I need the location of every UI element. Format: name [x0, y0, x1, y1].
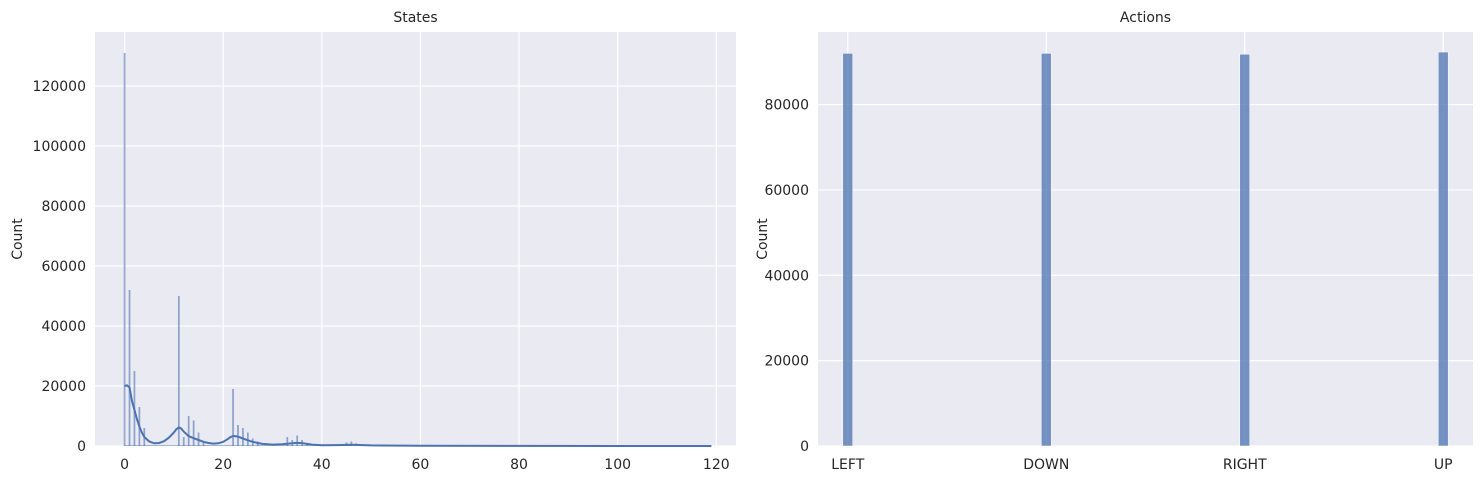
states-histogram-bar: [192, 420, 195, 446]
actions-bar: [1438, 51, 1449, 447]
states-histogram-bar: [237, 425, 239, 446]
states-grid: [95, 32, 736, 447]
states-plot-area: [95, 32, 736, 446]
states-histogram-bar: [296, 435, 299, 446]
states-y-tick-label: 20000: [41, 379, 86, 395]
actions-title: Actions: [1120, 10, 1171, 26]
actions-x-tick-label: UP: [1434, 457, 1453, 473]
actions-bar: [842, 53, 853, 447]
states-x-tick-label: 40: [313, 457, 331, 473]
states-x-tick-label: 20: [214, 457, 232, 473]
actions-bars: [842, 51, 1449, 447]
states-histogram-bar: [128, 290, 131, 446]
states-histogram-bar: [242, 428, 244, 446]
states-subplot: 0 20 40 60 80 100 120 0 20000 40000 60000 80000 100…: [10, 10, 736, 473]
states-x-ticks: 0 20 40 60 80 100 120: [120, 457, 730, 473]
actions-bar: [1041, 53, 1052, 447]
actions-y-axis-label: Count: [755, 218, 771, 260]
actions-y-ticks: 0 20000 40000 60000 80000: [764, 98, 809, 455]
states-histogram-bar: [177, 296, 180, 446]
states-kde-line: [124, 384, 712, 447]
states-x-tick-label: 60: [412, 457, 430, 473]
states-x-tick-label: 0: [120, 457, 129, 473]
states-x-tick-label: 100: [604, 457, 631, 473]
states-y-ticks: 0 20000 40000 60000 80000 100000 120000: [33, 79, 86, 455]
states-histogram-bar: [202, 441, 205, 446]
states-y-tick-label: 100000: [33, 139, 86, 155]
states-histogram-bar: [232, 389, 234, 446]
states-y-tick-label: 120000: [33, 79, 86, 95]
states-histogram-bar: [123, 53, 126, 446]
actions-x-tick-label: RIGHT: [1223, 457, 1267, 473]
states-y-tick-label: 40000: [41, 319, 86, 335]
actions-y-tick-label: 0: [800, 439, 809, 455]
actions-y-tick-label: 60000: [764, 183, 809, 199]
actions-x-tick-label: DOWN: [1023, 457, 1069, 473]
actions-x-ticks: LEFT DOWN RIGHT UP: [831, 457, 1452, 473]
states-histogram-bar: [286, 437, 289, 446]
actions-bar: [1239, 53, 1250, 447]
actions-y-tick-label: 20000: [764, 354, 809, 370]
states-y-tick-label: 80000: [41, 199, 86, 215]
states-y-tick-label: 0: [77, 439, 86, 455]
states-title: States: [393, 10, 437, 26]
states-x-tick-label: 80: [510, 457, 528, 473]
states-y-tick-label: 60000: [41, 259, 86, 275]
actions-subplot: LEFT DOWN RIGHT UP 0 20000 40000 60000 80000 Ac…: [755, 10, 1473, 473]
states-histogram-bar: [350, 441, 353, 446]
actions-y-tick-label: 80000: [764, 98, 809, 114]
states-histogram-bar: [182, 437, 185, 446]
states-y-axis-label: Count: [10, 218, 26, 260]
actions-y-tick-label: 40000: [764, 268, 809, 284]
actions-x-tick-label: LEFT: [831, 457, 864, 473]
actions-plot-area: [818, 32, 1473, 446]
states-histogram-bar: [187, 416, 190, 446]
states-x-tick-label: 120: [703, 457, 730, 473]
